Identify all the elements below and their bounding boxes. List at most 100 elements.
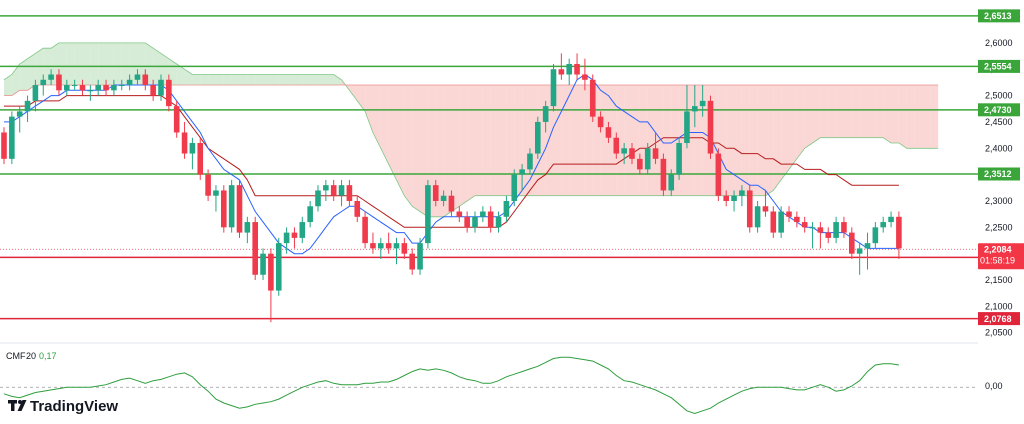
candle-body [872, 227, 879, 244]
price-tick-label: 2,3000 [985, 196, 1013, 206]
candle-body [535, 121, 541, 154]
candle-body [291, 232, 298, 238]
candle-body [268, 253, 274, 291]
cloud-segment [600, 85, 609, 196]
cloud-segment [796, 85, 805, 159]
cmf-period: 20 [26, 351, 36, 361]
cloud-segment [773, 85, 782, 191]
candle-body [24, 100, 31, 112]
candle-body [480, 211, 486, 217]
cloud-segment [922, 85, 931, 149]
candle-body [95, 85, 101, 91]
candle [370, 232, 376, 254]
candle [64, 79, 70, 96]
cloud-segment [404, 85, 413, 207]
candle [346, 179, 353, 207]
cloud-segment [836, 85, 844, 138]
cloud-segment [325, 74, 334, 86]
candle [40, 74, 47, 96]
candle-body [236, 185, 243, 233]
cloud-segment [365, 85, 373, 133]
cloud-segment [757, 85, 766, 196]
candle-body [425, 185, 431, 244]
cloud-segment [4, 74, 12, 96]
candle [16, 106, 23, 133]
candle [252, 216, 258, 281]
tradingview-logo-text: TradingView [30, 398, 118, 415]
candle-body [134, 74, 141, 80]
cloud-segment [74, 42, 83, 86]
candle-body [118, 85, 125, 87]
candle-body [880, 222, 886, 228]
cloud-segment [851, 85, 860, 138]
candle [291, 227, 298, 249]
cloud-segment [200, 74, 209, 86]
candle-body [16, 111, 23, 117]
cloud-segment [804, 85, 813, 149]
cloud-segment [490, 85, 499, 196]
candle-body [699, 100, 706, 107]
level-label: 2,6513 [984, 11, 1012, 21]
cloud-segment [639, 85, 648, 196]
candle [652, 132, 659, 165]
cloud-segment [647, 85, 656, 196]
candle [896, 211, 902, 259]
candle-body [197, 143, 204, 175]
candle [189, 137, 196, 170]
candle-body [103, 85, 109, 91]
candle [809, 222, 816, 249]
cloud-segment [161, 53, 169, 86]
candle [79, 79, 86, 96]
candle [221, 185, 227, 233]
current-price-tag-bg [978, 243, 1024, 270]
cloud-segment [914, 85, 923, 149]
candle [566, 58, 572, 86]
current-price-value: 2,2084 [984, 244, 1012, 254]
cloud-segment [632, 85, 640, 196]
candle [24, 95, 31, 122]
candle [244, 216, 251, 244]
cloud-segment [380, 85, 389, 165]
cloud-segment [239, 74, 248, 86]
cloud-segment [90, 42, 99, 86]
candle-body [32, 85, 39, 101]
cloud-segment [741, 85, 750, 196]
candle [888, 211, 894, 228]
candle [872, 222, 879, 249]
candle-body [448, 195, 455, 212]
level-label: 2,0768 [984, 314, 1012, 324]
candle [299, 216, 306, 244]
candle [181, 121, 188, 159]
tradingview-logo[interactable]: TradingView [8, 398, 118, 415]
cloud-segment [506, 85, 515, 196]
cloud-segment [231, 74, 240, 86]
cmf-legend[interactable]: CMF 20 0,17 [6, 351, 57, 361]
candle-body [739, 190, 745, 196]
candle [542, 100, 549, 133]
candle [32, 79, 39, 112]
cloud-segment [906, 85, 915, 149]
candle [393, 237, 400, 265]
candle-body [833, 222, 839, 238]
cloud-segment [867, 85, 876, 138]
cloud-segment [168, 58, 177, 86]
candle [527, 148, 533, 175]
candle-body [213, 190, 219, 196]
candle [589, 74, 596, 122]
cloud-segment [812, 85, 821, 144]
candle-body [338, 185, 345, 196]
candle-body [244, 222, 251, 233]
candle [644, 143, 651, 175]
cloud-segment [247, 74, 256, 86]
candle [142, 69, 149, 91]
candle [707, 95, 714, 159]
candle-body [173, 106, 180, 133]
senkou-span-a-line [3, 42, 939, 218]
cloud-segment [113, 42, 122, 86]
cloud-segment [475, 85, 483, 196]
level-label-bg [978, 103, 1020, 117]
candle-body [275, 243, 282, 291]
cloud-segment [357, 85, 366, 112]
cloud-segment [694, 85, 703, 196]
